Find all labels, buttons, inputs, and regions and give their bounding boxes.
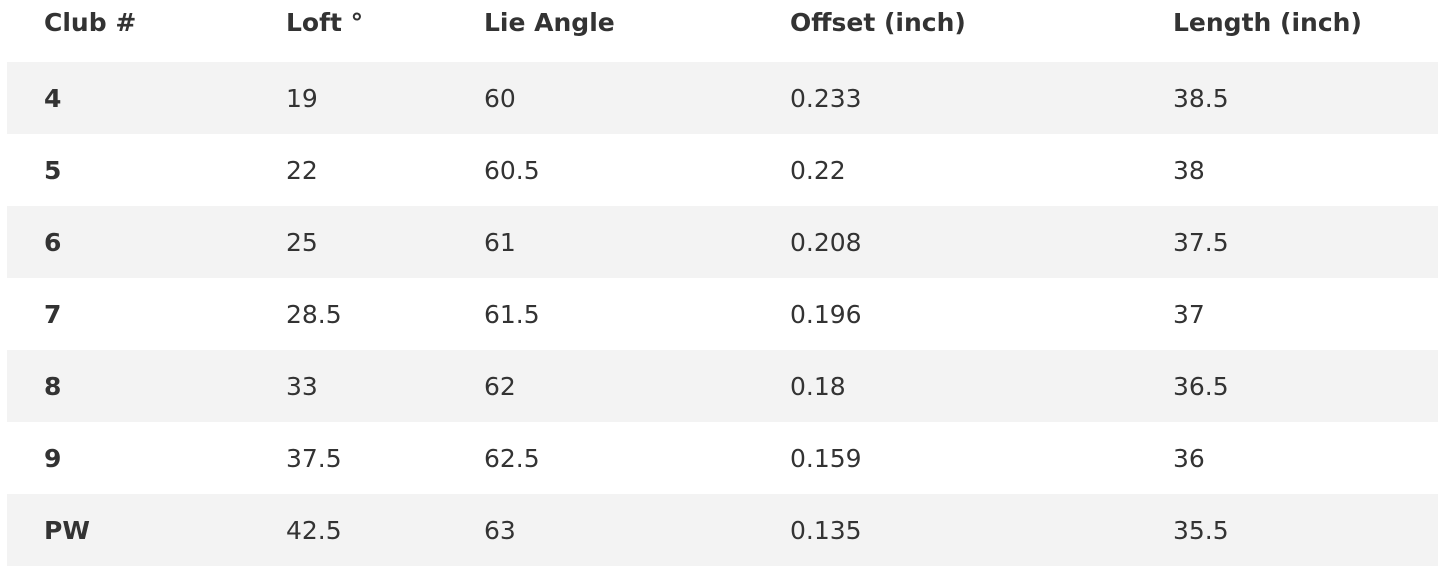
table-cell: 36.5 [1173, 371, 1229, 401]
table-cell: 7 [44, 299, 62, 329]
table-cell: 63 [484, 515, 516, 545]
table-row: 7 28.5 61.5 0.196 37 [7, 278, 1438, 350]
table-cell: 0.208 [790, 227, 862, 257]
table-cell: 0.196 [790, 299, 862, 329]
table-row: 6 25 61 0.208 37.5 [7, 206, 1438, 278]
table-cell: 22 [286, 155, 318, 185]
header-cell: Lie Angle [484, 8, 615, 37]
table-cell: 37.5 [1173, 227, 1229, 257]
table-cell: 35.5 [1173, 515, 1229, 545]
table-cell: 5 [44, 155, 62, 185]
table-row: 4 19 60 0.233 38.5 [7, 62, 1438, 134]
header-cell: Loft ° [286, 8, 364, 37]
table-cell: 0.135 [790, 515, 862, 545]
table-cell: 36 [1173, 443, 1205, 473]
table-cell: 25 [286, 227, 318, 257]
table-row: 8 33 62 0.18 36.5 [7, 350, 1438, 422]
table-cell: 37 [1173, 299, 1205, 329]
table-cell: 60 [484, 83, 516, 113]
table-cell: 4 [44, 83, 62, 113]
header-cell: Offset (inch) [790, 8, 966, 37]
table-cell: 28.5 [286, 299, 342, 329]
table-cell: 38.5 [1173, 83, 1229, 113]
table-cell: 61 [484, 227, 516, 257]
table-cell: 9 [44, 443, 62, 473]
table-cell: 62.5 [484, 443, 540, 473]
table-cell: 0.159 [790, 443, 862, 473]
table-cell: 6 [44, 227, 62, 257]
table-cell: 61.5 [484, 299, 540, 329]
table-cell: 33 [286, 371, 318, 401]
table-cell: 0.18 [790, 371, 846, 401]
spec-table: Club # Loft ° Lie Angle Offset (inch) Length… [7, 0, 1438, 566]
table-cell: 37.5 [286, 443, 342, 473]
table-cell: 19 [286, 83, 318, 113]
table-cell: PW [44, 515, 90, 545]
table-cell: 0.233 [790, 83, 862, 113]
table-row: 5 22 60.5 0.22 38 [7, 134, 1438, 206]
table-cell: 8 [44, 371, 62, 401]
table-cell: 62 [484, 371, 516, 401]
table-cell: 0.22 [790, 155, 846, 185]
table-cell: 60.5 [484, 155, 540, 185]
header-cell: Club # [44, 8, 137, 37]
table-cell: 42.5 [286, 515, 342, 545]
table-cell: 38 [1173, 155, 1205, 185]
table-row: PW 42.5 63 0.135 35.5 [7, 494, 1438, 566]
table-row: 9 37.5 62.5 0.159 36 [7, 422, 1438, 494]
header-cell: Length (inch) [1173, 8, 1362, 37]
header-row: Club # Loft ° Lie Angle Offset (inch) Length… [7, 0, 1438, 62]
